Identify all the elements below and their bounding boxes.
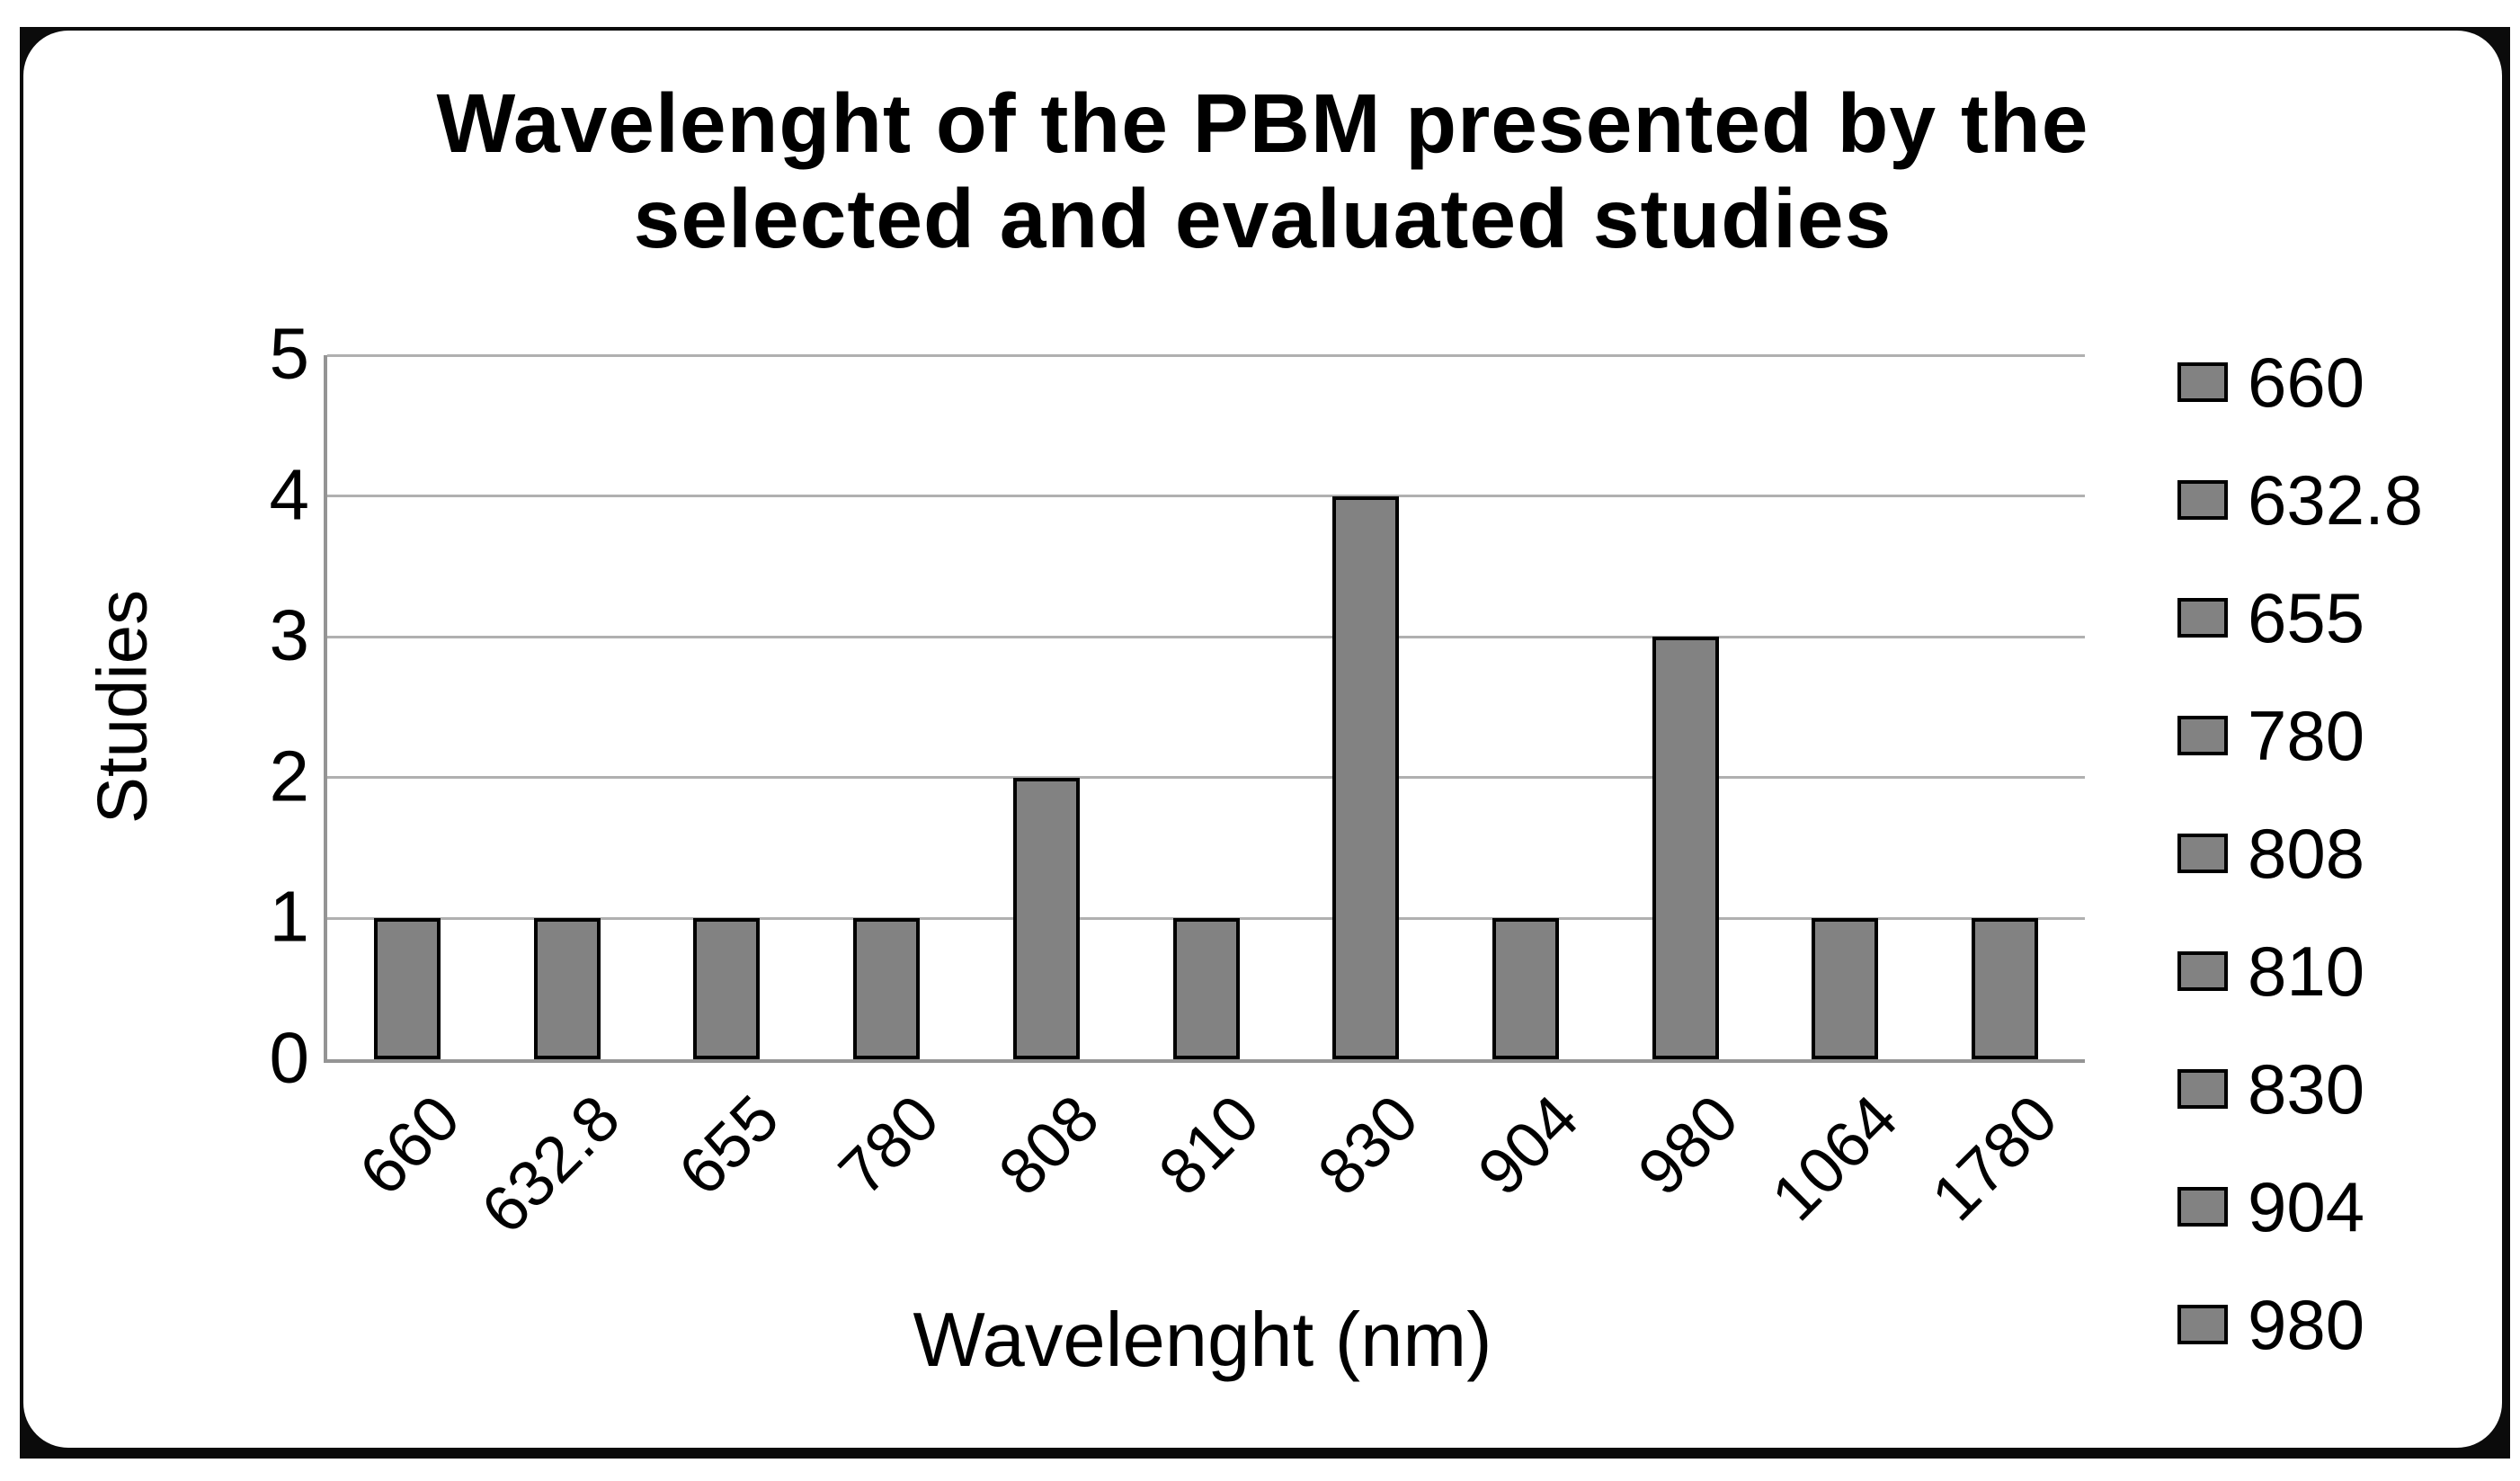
- x-tick-label-808: 808: [984, 1082, 1113, 1209]
- legend-swatch-icon: [2177, 1305, 2228, 1344]
- legend-label: 808: [2248, 814, 2365, 893]
- legend-swatch-icon: [2177, 951, 2228, 991]
- legend-item-632.8: 632.8: [2177, 462, 2423, 538]
- bar-980: [1652, 637, 1719, 1059]
- bar-830: [1332, 495, 1400, 1059]
- legend-item-780: 780: [2177, 698, 2364, 773]
- legend-swatch-icon: [2177, 480, 2228, 520]
- legend-label: 810: [2248, 932, 2365, 1011]
- figure-frame: Wavelenght of the PBM presented by the s…: [20, 27, 2510, 1459]
- gridline-y1: [327, 916, 2085, 920]
- chart-title: Wavelenght of the PBM presented by the s…: [23, 76, 2502, 266]
- legend-swatch-icon: [2177, 1069, 2228, 1109]
- x-tick-label-1780: 1780: [1919, 1082, 2071, 1235]
- legend-swatch-icon: [2177, 598, 2228, 638]
- legend-item-810: 810: [2177, 933, 2364, 1009]
- y-tick-label-4: 4: [269, 453, 310, 534]
- legend-label: 660: [2248, 343, 2365, 422]
- bar-1064: [1812, 918, 1879, 1059]
- figure-panel: Wavelenght of the PBM presented by the s…: [23, 31, 2502, 1448]
- legend-item-655: 655: [2177, 580, 2364, 656]
- bar-660: [373, 918, 441, 1059]
- bar-632.8: [533, 918, 601, 1059]
- legend-label: 980: [2248, 1285, 2365, 1364]
- y-tick-label-1: 1: [269, 876, 310, 957]
- gridline-y2: [327, 776, 2085, 780]
- x-tick-label-980: 980: [1624, 1082, 1752, 1209]
- legend-item-904: 904: [2177, 1169, 2364, 1245]
- y-tick-label-2: 2: [269, 736, 310, 816]
- x-tick-label-780: 780: [825, 1082, 953, 1209]
- x-tick-label-660: 660: [346, 1082, 474, 1209]
- chart-title-line-2: selected and evaluated studies: [633, 172, 1892, 266]
- bar-chart: Wavelenght of the PBM presented by the s…: [23, 31, 2502, 1448]
- gridline-y3: [327, 635, 2085, 638]
- bar-904: [1492, 918, 1559, 1059]
- x-tick-label-1064: 1064: [1759, 1082, 1912, 1235]
- legend-label: 904: [2248, 1167, 2365, 1246]
- legend-label: 655: [2248, 578, 2365, 657]
- plot-area: [324, 353, 2085, 1063]
- legend-item-830: 830: [2177, 1051, 2364, 1127]
- legend-swatch-icon: [2177, 716, 2228, 755]
- chart-title-line-1: Wavelenght of the PBM presented by the: [436, 76, 2089, 170]
- x-tick-label-810: 810: [1144, 1082, 1273, 1209]
- x-tick-label-830: 830: [1305, 1082, 1432, 1209]
- legend-swatch-icon: [2177, 834, 2228, 873]
- bar-810: [1172, 918, 1240, 1059]
- x-axis-title: Wavelenght (nm): [913, 1298, 1492, 1383]
- gridline-y5: [327, 353, 2085, 357]
- y-tick-label-3: 3: [269, 594, 310, 675]
- y-tick-label-5: 5: [269, 313, 310, 394]
- legend-item-980: 980: [2177, 1287, 2364, 1362]
- x-tick-label-655: 655: [665, 1082, 794, 1209]
- bar-655: [693, 918, 761, 1059]
- bar-1780: [1972, 918, 2039, 1059]
- bar-780: [853, 918, 921, 1059]
- legend-swatch-icon: [2177, 1187, 2228, 1227]
- y-tick-label-0: 0: [269, 1017, 310, 1098]
- x-tick-label-632.8: 632.8: [467, 1082, 634, 1248]
- legend-label: 632.8: [2248, 460, 2424, 540]
- legend-swatch-icon: [2177, 362, 2228, 402]
- gridline-y4: [327, 495, 2085, 498]
- legend-item-660: 660: [2177, 344, 2364, 420]
- legend-label: 830: [2248, 1049, 2365, 1129]
- bar-808: [1012, 777, 1080, 1059]
- legend-label: 780: [2248, 696, 2365, 775]
- x-tick-label-904: 904: [1465, 1082, 1592, 1209]
- legend-item-808: 808: [2177, 816, 2364, 891]
